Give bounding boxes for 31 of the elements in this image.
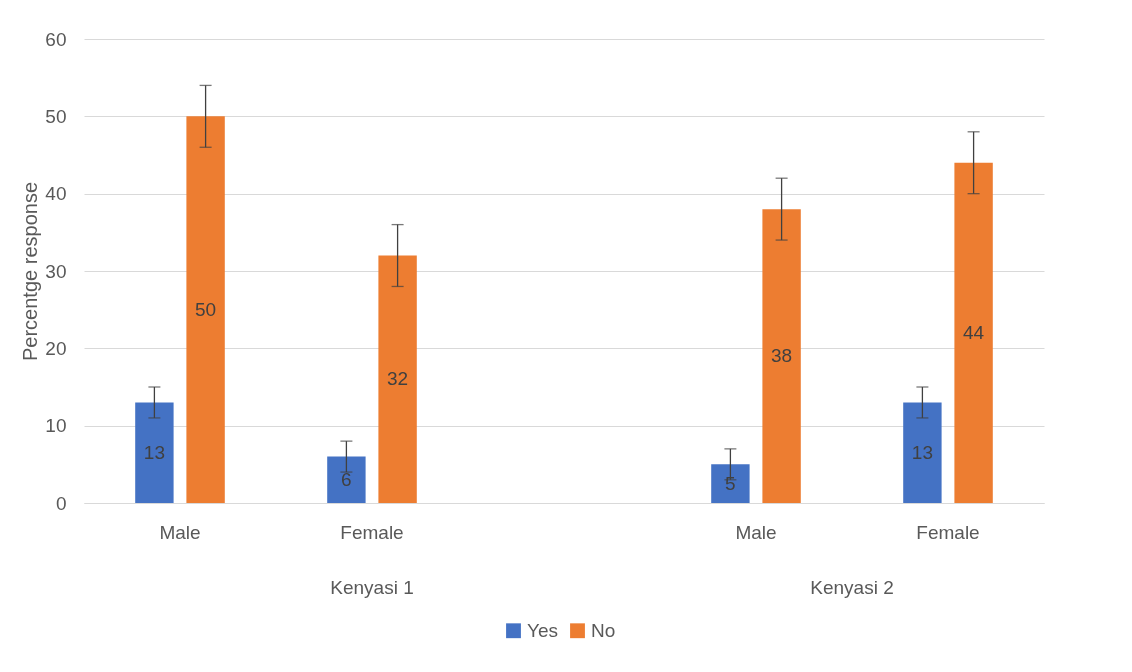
data-label: 13 bbox=[143, 441, 165, 463]
x-tick-label: Male bbox=[159, 521, 201, 543]
y-axis-title: Percentge response bbox=[19, 181, 42, 362]
bar bbox=[711, 464, 750, 503]
bar bbox=[327, 456, 366, 503]
y-tick-label: 10 bbox=[45, 415, 67, 437]
data-label: 13 bbox=[911, 441, 933, 463]
x-tick-label: Female bbox=[916, 521, 980, 543]
y-tick-label: 50 bbox=[45, 105, 67, 127]
data-label: 6 bbox=[341, 468, 352, 490]
bar bbox=[186, 116, 225, 503]
bar bbox=[378, 255, 417, 503]
bar bbox=[903, 402, 942, 503]
bar bbox=[954, 162, 993, 503]
legend-label: No bbox=[591, 619, 616, 641]
y-tick-label: 30 bbox=[45, 260, 67, 282]
legend-label: Yes bbox=[527, 619, 558, 641]
data-label: 32 bbox=[387, 368, 409, 390]
y-tick-label: 40 bbox=[45, 183, 67, 205]
text: Kenyasi 1 bbox=[330, 577, 414, 598]
y-tick-label: 60 bbox=[45, 28, 67, 50]
bar bbox=[762, 209, 801, 503]
y-tick-label: 0 bbox=[55, 492, 67, 514]
y-tick-label: 20 bbox=[45, 337, 67, 359]
x-tick-label: Female bbox=[340, 521, 404, 543]
bar bbox=[135, 402, 174, 503]
data-label: 38 bbox=[771, 345, 793, 367]
x-tick-label: Male bbox=[735, 521, 777, 543]
text: Kenyasi 2 bbox=[810, 577, 894, 598]
data-label: 50 bbox=[195, 298, 217, 320]
data-label: 44 bbox=[963, 321, 985, 343]
